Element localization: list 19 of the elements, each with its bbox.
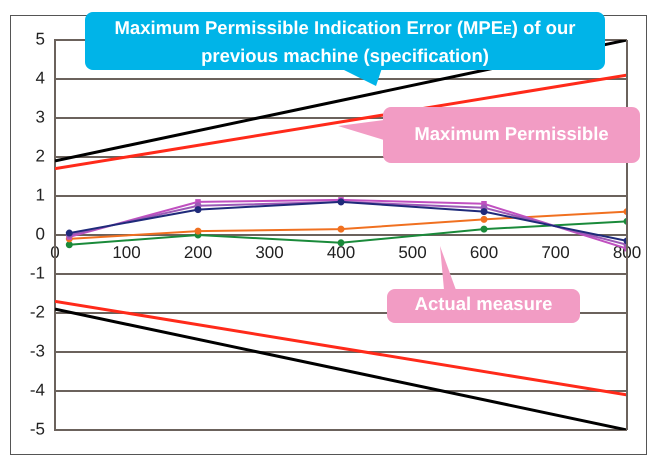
x-tick-label: 100 [112,242,141,262]
x-tick-label: 700 [541,242,570,262]
x-tick-label: 400 [326,242,356,262]
y-tick-label: -1 [30,264,45,283]
y-tick-label: -2 [30,302,45,322]
y-tick-label: 1 [36,186,45,205]
y-tick-label: -3 [30,342,45,361]
y-tick-label: -4 [30,380,45,400]
y-tick-label: 2 [36,146,45,166]
y-tick-label: 3 [36,108,45,127]
y-tick-label: 0 [36,224,45,244]
y-tick-label: 5 [36,30,45,49]
y-tick-label: -5 [30,420,45,439]
x-tick-label: 200 [184,242,212,262]
x-tick-label: 600 [470,242,498,262]
x-tick-label: 300 [255,242,284,262]
annotation: Actual measure [387,289,580,323]
x-tick-label: 500 [398,242,427,262]
y-tick-label: 4 [36,68,45,88]
